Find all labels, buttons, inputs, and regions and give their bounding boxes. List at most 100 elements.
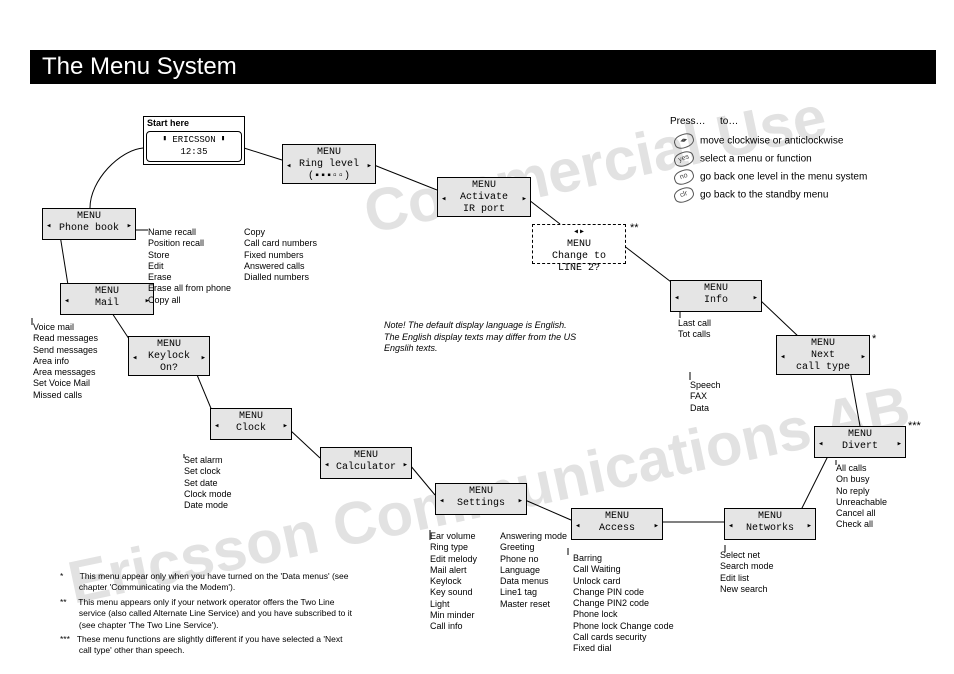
menu-title: Info — [671, 295, 761, 307]
triangle-left-icon: ◂ — [439, 496, 444, 507]
menu-title: Divert — [815, 441, 905, 453]
key-icon: no — [672, 167, 696, 187]
triangle-left-icon: ◂ — [46, 221, 51, 232]
triangle-right-icon: ▸ — [367, 161, 372, 172]
menu-title: Settings — [436, 498, 526, 510]
menu-title: Change to — [533, 251, 625, 263]
triangle-right-icon: ▸ — [403, 460, 408, 471]
triangle-right-icon: ▸ — [654, 521, 659, 532]
menu-mail: ◂▸MENUMail — [60, 283, 154, 315]
triangle-left-icon: ◂ — [324, 460, 329, 471]
triangle-right-icon: ▸ — [283, 421, 288, 432]
menu-title: Access — [572, 523, 662, 535]
menu-calculator: ◂ ▸MENUCalculator — [320, 447, 412, 479]
menu-title: Ring level — [283, 159, 375, 171]
menu-label: MENU — [321, 450, 411, 462]
note-text: Note! The default display language is En… — [384, 320, 584, 355]
settings-list-1: Ear volume Ring type Edit melody Mail al… — [430, 531, 477, 632]
triangle-left-icon: ◂ — [132, 353, 137, 364]
triangle-right-icon: ▸ — [579, 227, 585, 238]
menu-sub: call type — [777, 362, 869, 374]
triangle-right-icon: ▸ — [861, 352, 866, 363]
key-icon: yes — [672, 149, 696, 169]
divert-list: All calls On busy No reply Unreachable C… — [836, 463, 887, 531]
menu-divert: ◂ ▸MENUDivert — [814, 426, 906, 458]
menu-clock: ◂▸MENUClock — [210, 408, 292, 440]
triangle-right-icon: ▸ — [897, 439, 902, 450]
triangle-left-icon: ◂ — [728, 521, 733, 532]
triangle-left-icon: ◂ — [286, 161, 291, 172]
phone-display: ▮ ERICSSON ▮ 12:35 — [146, 131, 242, 162]
menu-change: ◂▸MENUChange toLINE 2? — [532, 224, 626, 264]
page-title: The Menu System — [30, 50, 936, 84]
menu-label: MENU — [815, 429, 905, 441]
triangle-right-icon: ▸ — [753, 293, 758, 304]
footnote-a: * This menu appear only when you have tu… — [60, 571, 400, 594]
menu-title: Networks — [725, 523, 815, 535]
menu-title: Clock — [211, 423, 291, 435]
menu-info: ◂ ▸MENUInfo — [670, 280, 762, 312]
triangle-left-icon: ◂ — [575, 521, 580, 532]
menu-settings: ◂ ▸MENUSettings — [435, 483, 527, 515]
menu-sub: LINE 2? — [533, 263, 625, 275]
menu-label: MENU — [572, 511, 662, 523]
triangle-right-icon: ▸ — [807, 521, 812, 532]
clock-list: Set alarm Set clock Set date Clock mode … — [184, 455, 232, 511]
menu-sub: IR port — [438, 204, 530, 216]
start-here-label: Start here — [144, 117, 244, 129]
menu-title: Activate — [438, 192, 530, 204]
triangle-left-icon: ◂ — [780, 352, 785, 363]
menu-label: MENU — [211, 411, 291, 423]
menu-nextcall: ◂▸MENUNextcall type — [776, 335, 870, 375]
menu-title: Calculator — [321, 462, 411, 474]
footnote-c: *** These menu functions are slightly di… — [60, 634, 400, 657]
menu-label: MENU — [533, 239, 625, 251]
triangle-right-icon: ▸ — [522, 194, 527, 205]
phone-time: 12:35 — [149, 147, 239, 159]
menu-label: MENU — [436, 486, 526, 498]
access-list: Barring Call Waiting Unlock card Change … — [573, 553, 674, 654]
triangle-right-icon: ▸ — [201, 353, 206, 364]
settings-list-2: Answering mode Greeting Phone no Languag… — [500, 531, 567, 610]
asterisk-change: ** — [630, 222, 639, 234]
menu-title: Keylock — [129, 351, 209, 363]
menu-phonebook: ◂▸MENUPhone book — [42, 208, 136, 240]
menu-access: ◂ ▸MENUAccess — [571, 508, 663, 540]
triangle-left-icon: ◂ — [818, 439, 823, 450]
menu-label: MENU — [61, 286, 153, 298]
networks-list: Select net Search mode Edit list New sea… — [720, 550, 774, 595]
asterisk-divert: *** — [908, 420, 921, 432]
triangle-left-icon: ◂ — [441, 194, 446, 205]
phone-brand: ERICSSON — [172, 135, 215, 145]
menu-title: Mail — [61, 298, 153, 310]
menu-sub: (▪▪▪▫▫) — [283, 171, 375, 183]
key-icon: clr — [672, 185, 696, 205]
asterisk-next: * — [872, 333, 876, 345]
triangle-right-icon: ▸ — [518, 496, 523, 507]
triangle-left-icon: ◂ — [674, 293, 679, 304]
menu-activate: ◂ ▸ MENUActivateIR port — [437, 177, 531, 217]
triangle-left-icon: ◂ — [64, 296, 69, 307]
menu-keylock: ◂ ▸ MENUKeylockOn? — [128, 336, 210, 376]
phonebook-list-1: Name recall Position recall Store Edit E… — [148, 227, 231, 306]
menu-label: MENU — [129, 339, 209, 351]
mail-list: Voice mail Read messages Send messages A… — [33, 322, 98, 401]
menu-ring: ◂ ▸ MENURing level(▪▪▪▫▫) — [282, 144, 376, 184]
start-here-box: Start here ▮ ERICSSON ▮ 12:35 — [143, 116, 245, 165]
phonebook-list-2: Copy Call card numbers Fixed numbers Ans… — [244, 227, 317, 283]
menu-title: Phone book — [43, 223, 135, 235]
info-list: Last call Tot calls — [678, 318, 711, 341]
legend-item: go back to the standby menu — [700, 190, 828, 201]
menu-sub: On? — [129, 363, 209, 375]
nextcall-list: Speech FAX Data — [690, 380, 721, 414]
key-icon: ◂▸ — [672, 131, 696, 151]
menu-networks: ◂ ▸MENUNetworks — [724, 508, 816, 540]
legend-rows: ◂▸move clockwise or anticlockwise yessel… — [674, 132, 867, 204]
legend-press: Press… — [670, 116, 706, 127]
menu-label: MENU — [777, 338, 869, 350]
menu-label: MENU — [438, 180, 530, 192]
legend-item: move clockwise or anticlockwise — [700, 136, 843, 147]
menu-label: MENU — [671, 283, 761, 295]
menu-label: MENU — [725, 511, 815, 523]
menu-label: MENU — [283, 147, 375, 159]
